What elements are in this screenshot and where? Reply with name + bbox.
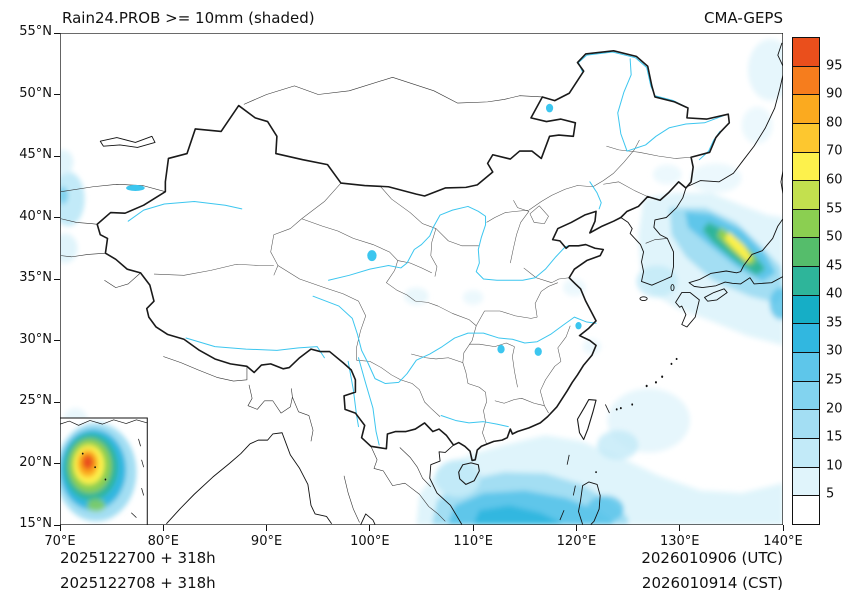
x-tick-label: 100°E xyxy=(350,534,390,549)
colorbar-label: 15 xyxy=(826,429,843,445)
x-tick-label: 90°E xyxy=(250,534,283,549)
x-tick-mark xyxy=(162,525,164,531)
colorbar-label: 10 xyxy=(826,458,843,474)
colorbar-label: 45 xyxy=(826,258,843,274)
y-tick-label: 40°N xyxy=(19,208,52,224)
colorbar-segment xyxy=(793,238,819,268)
x-tick-label: 130°E xyxy=(659,534,700,549)
scs-inset-islands xyxy=(81,452,107,481)
map-canvas xyxy=(60,33,783,525)
y-tick-label: 20°N xyxy=(19,454,52,470)
coastlines xyxy=(100,43,783,525)
x-tick-mark xyxy=(59,525,61,531)
y-tick-label: 30°N xyxy=(19,331,52,347)
colorbar-segment xyxy=(793,152,819,182)
footer: 2025122700 + 318h 2026010906 (UTC) 20251… xyxy=(60,549,783,599)
scs-inset-coastline xyxy=(60,420,147,426)
colorbar-segment xyxy=(793,438,819,468)
colorbar-label: 20 xyxy=(826,401,843,417)
y-tick-label: 45°N xyxy=(19,147,52,162)
colorbar-label: 55 xyxy=(826,201,843,217)
colorbar-segment xyxy=(793,353,819,382)
y-tick-label: 55°N xyxy=(19,24,52,39)
colorbar-label: 30 xyxy=(826,343,843,359)
x-tick-label: 70°E xyxy=(44,534,76,549)
scs-inset-shading xyxy=(60,422,137,522)
country-borders xyxy=(61,77,667,522)
colorbar-labels: 95 90 80 70 60 55 50 45 40 35 30 25 20 15 10 5 xyxy=(826,37,858,523)
scs-inset xyxy=(60,418,147,525)
colorbar-segment xyxy=(793,324,819,354)
y-tick-label: 35°N xyxy=(19,270,52,285)
colorbar-label: 80 xyxy=(826,115,843,131)
valid-time-utc: 2026010906 (UTC) xyxy=(641,549,783,567)
colorbar-label: 40 xyxy=(826,286,843,302)
x-tick-mark xyxy=(266,525,268,531)
colorbar-label: 5 xyxy=(826,486,835,502)
x-tick-mark xyxy=(782,525,784,531)
x-tick-label: 80°E xyxy=(147,534,179,549)
colorbar-segment xyxy=(793,123,819,153)
colorbar-segment xyxy=(793,496,819,524)
colorbar-label: 25 xyxy=(826,372,843,388)
colorbar-label: 90 xyxy=(826,86,843,102)
shaded-regions xyxy=(60,39,783,525)
colorbar-label: 35 xyxy=(826,315,843,331)
ryukyu-islands xyxy=(595,357,678,474)
colorbar-swatches xyxy=(792,37,820,525)
x-tick-mark xyxy=(575,525,577,531)
colorbar-label: 60 xyxy=(826,172,843,188)
model-label: CMA-GEPS xyxy=(704,9,783,27)
y-tick-label: 25°N xyxy=(19,393,52,408)
dash-line-marks xyxy=(560,404,610,520)
colorbar-label: 95 xyxy=(826,58,843,74)
scs-inset-dashes xyxy=(131,439,143,518)
map-area xyxy=(60,33,783,525)
x-tick-mark xyxy=(679,525,681,531)
colorbar-segment xyxy=(793,381,819,411)
init-time-cst: 2025122708 + 318h xyxy=(60,574,216,592)
x-tick-label: 110°E xyxy=(453,534,493,549)
init-time-utc: 2025122700 + 318h xyxy=(60,549,216,567)
rivers xyxy=(126,52,724,445)
colorbar-segment xyxy=(793,181,819,210)
x-tick-mark xyxy=(369,525,371,531)
y-tick-label: 50°N xyxy=(19,85,52,101)
colorbar-segment xyxy=(793,38,819,67)
valid-time-cst: 2026010914 (CST) xyxy=(641,574,783,592)
colorbar-segment xyxy=(793,95,819,124)
y-tick-label: 15°N xyxy=(19,516,52,531)
colorbar-label: 50 xyxy=(826,229,843,245)
colorbar-segment xyxy=(793,410,819,439)
colorbar-segment xyxy=(793,209,819,239)
province-borders xyxy=(154,140,691,444)
colorbar-label: 70 xyxy=(826,143,843,159)
colorbar-segment xyxy=(793,267,819,296)
page-title: Rain24.PROB >= 10mm (shaded) xyxy=(62,9,315,27)
x-tick-label: 140°E xyxy=(763,534,803,549)
colorbar-segment xyxy=(793,467,819,497)
colorbar-segment xyxy=(793,295,819,325)
china-border xyxy=(97,51,729,485)
x-tick-label: 120°E xyxy=(556,534,597,549)
x-tick-mark xyxy=(472,525,474,531)
colorbar-segment xyxy=(793,66,819,96)
